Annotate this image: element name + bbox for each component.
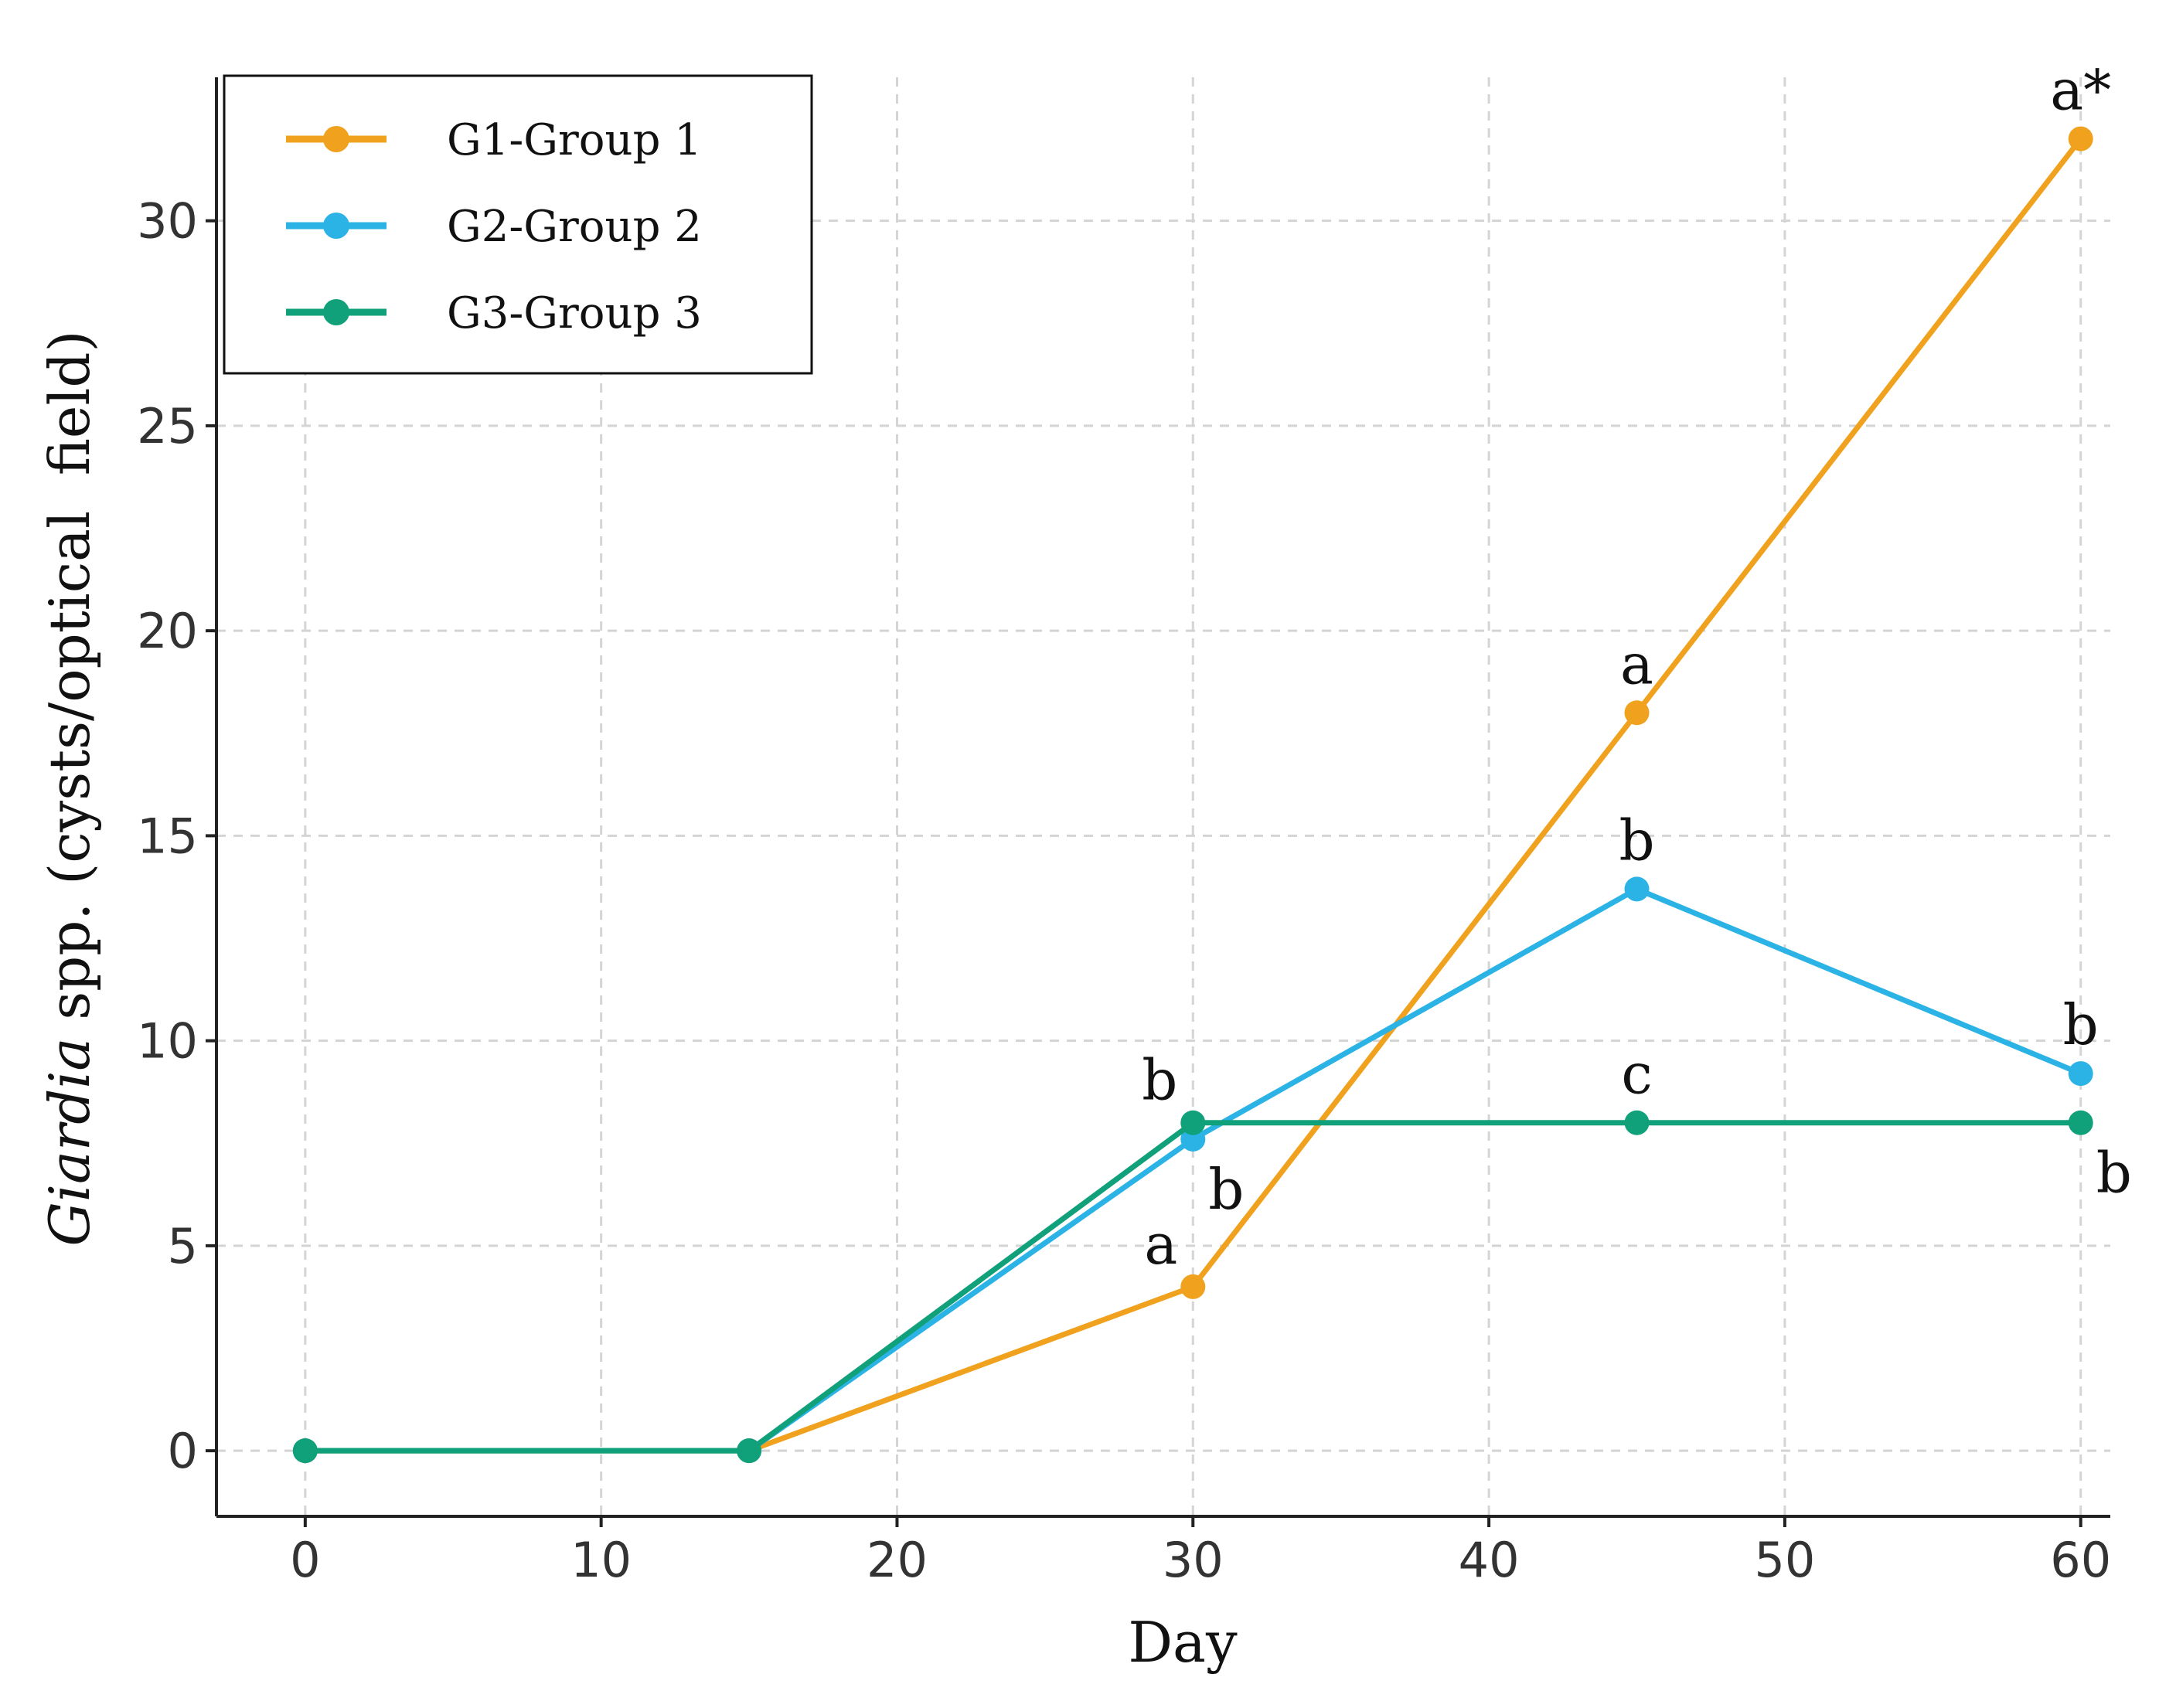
- x-tick-label-2: 20: [867, 1532, 928, 1588]
- data-point-g3-3: [1624, 1110, 1650, 1135]
- data-point-g2-3: [1624, 876, 1650, 902]
- data-point-g1-2: [1180, 1274, 1206, 1299]
- x-tick-label-3: 30: [1163, 1532, 1224, 1588]
- tick-labels: 0 10 20 30 40 50 60 0 5 10 15 20 25 30: [137, 193, 2111, 1588]
- y-axis-title: Giardia spp. (cysts/optical field): [37, 330, 102, 1246]
- legend-label-g1: G1-Group 1: [447, 115, 702, 165]
- x-axis-title: Day: [1128, 1610, 1238, 1675]
- data-point-g3-0: [292, 1438, 318, 1464]
- axes: [215, 77, 2110, 1518]
- significance-label-4: a: [1144, 1212, 1177, 1277]
- significance-label-2: b: [1619, 808, 1654, 873]
- data-point-g3-4: [2068, 1110, 2093, 1135]
- significance-label-7: b: [2063, 992, 2099, 1057]
- x-tick-label-5: 50: [1754, 1532, 1815, 1588]
- legend-swatch-marker-g2: [323, 213, 349, 239]
- y-axis-title-rest: spp. (cysts/optical field): [37, 330, 102, 1037]
- significance-label-6: b: [1208, 1157, 1244, 1222]
- y-tick-label-1: 5: [168, 1218, 198, 1274]
- y-tick-label-0: 0: [168, 1423, 198, 1479]
- y-tick-label-2: 10: [137, 1013, 198, 1070]
- y-tick-label-5: 25: [137, 398, 198, 454]
- legend-label-g2: G2-Group 2: [447, 202, 702, 252]
- significance-label-1: a: [1620, 631, 1653, 696]
- data-point-g1-3: [1624, 700, 1650, 726]
- data-point-g1-4: [2068, 126, 2093, 151]
- series-g3: [292, 1110, 2093, 1464]
- y-tick-label-4: 20: [137, 603, 198, 659]
- significance-label-8: b: [2096, 1141, 2132, 1206]
- x-tick-label-0: 0: [290, 1532, 320, 1588]
- data-point-g3-2: [1180, 1110, 1206, 1135]
- significance-label-0: a*: [2050, 58, 2111, 123]
- legend-label-g3: G3-Group 3: [447, 288, 702, 339]
- y-axis-title-italic: Giardia: [37, 1038, 102, 1247]
- data-series: [292, 126, 2093, 1464]
- data-point-g2-4: [2068, 1061, 2093, 1087]
- x-tick-label-6: 60: [2050, 1532, 2111, 1588]
- legend: G1-Group 1 G2-Group 2 G3-Group 3: [223, 74, 813, 375]
- legend-swatch-marker-g1: [323, 126, 349, 152]
- x-tick-label-4: 40: [1459, 1532, 1520, 1588]
- significance-label-5: b: [1142, 1048, 1177, 1113]
- significance-label-3: c: [1621, 1042, 1652, 1107]
- data-point-g3-1: [737, 1438, 762, 1464]
- y-tick-label-3: 15: [137, 808, 198, 864]
- y-tick-label-6: 30: [137, 193, 198, 250]
- x-tick-label-1: 10: [570, 1532, 632, 1588]
- legend-swatch-marker-g3: [323, 299, 349, 325]
